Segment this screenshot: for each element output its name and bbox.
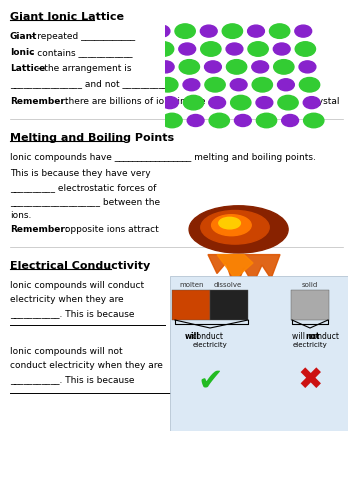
Text: Remember:: Remember: bbox=[10, 97, 68, 106]
Text: ___________. This is because: ___________. This is because bbox=[10, 309, 134, 318]
Text: Remember:: Remember: bbox=[10, 225, 68, 234]
Text: opposite ions attract: opposite ions attract bbox=[62, 225, 159, 234]
Text: Giant Ionic Lattice: Giant Ionic Lattice bbox=[10, 12, 124, 22]
Text: – contains ____________: – contains ____________ bbox=[27, 48, 132, 57]
Text: Ionic compounds will conduct: Ionic compounds will conduct bbox=[10, 281, 144, 290]
Text: __________ electrostatic forces of: __________ electrostatic forces of bbox=[10, 183, 156, 192]
Text: Ionic: Ionic bbox=[10, 48, 35, 57]
Text: ions.: ions. bbox=[10, 211, 31, 220]
Text: Ionic compounds have _________________ melting and boiling points.: Ionic compounds have _________________ m… bbox=[10, 153, 316, 162]
Text: This is because they have very: This is because they have very bbox=[10, 169, 151, 178]
Text: – the arrangement is: – the arrangement is bbox=[34, 64, 131, 73]
Text: crystal: crystal bbox=[310, 97, 340, 106]
Text: there are billions of ions in one: there are billions of ions in one bbox=[62, 97, 205, 106]
Text: Ionic compounds will not: Ionic compounds will not bbox=[10, 347, 122, 356]
Text: Giant: Giant bbox=[10, 32, 37, 41]
Text: ___________. This is because: ___________. This is because bbox=[10, 375, 134, 384]
Text: – repeated ____________: – repeated ____________ bbox=[27, 32, 135, 41]
Text: Melting and Boiling Points: Melting and Boiling Points bbox=[10, 133, 174, 143]
Text: Electrical Conductivity: Electrical Conductivity bbox=[10, 261, 150, 271]
Text: ________________ and not ____________: ________________ and not ____________ bbox=[10, 79, 176, 88]
Text: conduct electricity when they are: conduct electricity when they are bbox=[10, 361, 163, 370]
Text: electricity when they are: electricity when they are bbox=[10, 295, 124, 304]
Text: ____________________ between the: ____________________ between the bbox=[10, 197, 160, 206]
Text: Lattice: Lattice bbox=[10, 64, 45, 73]
